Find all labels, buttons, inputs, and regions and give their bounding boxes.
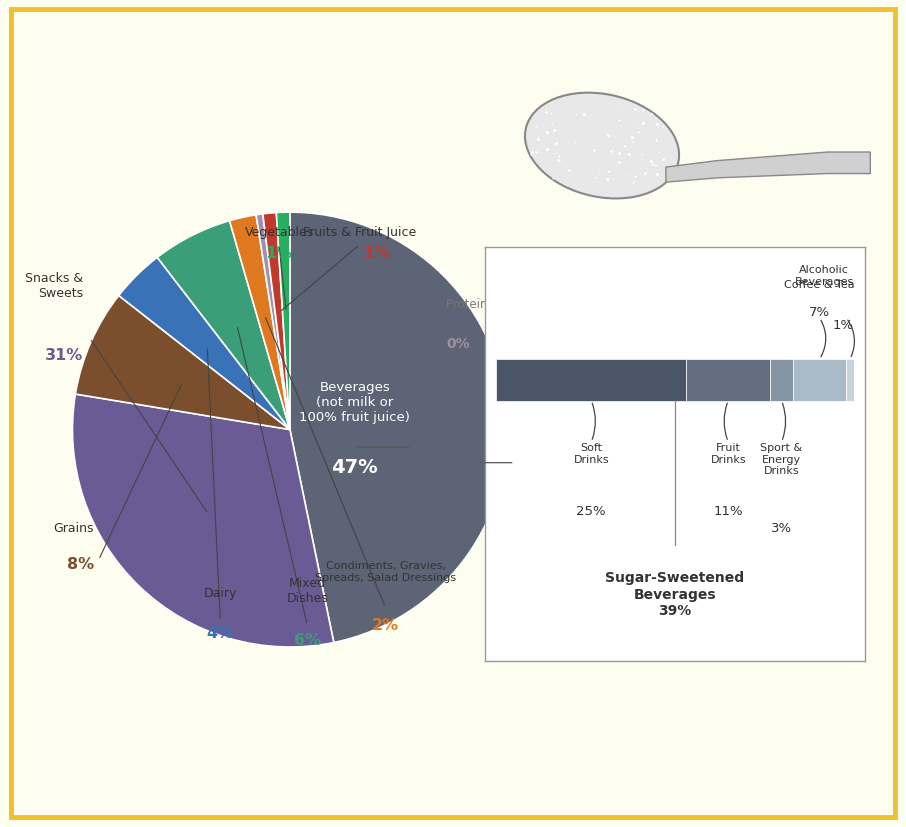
Wedge shape [263,213,290,430]
Polygon shape [666,153,871,183]
Text: Alcoholic
Beverages: Alcoholic Beverages [795,265,853,286]
Text: 2%: 2% [372,617,400,632]
Bar [846,360,853,401]
Text: 7%: 7% [809,305,830,318]
Text: 11%: 11% [713,504,743,518]
Text: Dairy: Dairy [204,586,237,600]
Text: 47%: 47% [332,457,378,476]
Text: 4%: 4% [207,625,234,640]
Wedge shape [256,214,290,430]
Text: 1%: 1% [833,318,853,332]
Wedge shape [119,258,290,430]
Bar [793,360,846,401]
Text: Fruits & Fruit Juice: Fruits & Fruit Juice [303,226,416,239]
Text: 1%: 1% [363,246,390,261]
Text: Grains: Grains [53,521,94,534]
Text: Protein Foods: Protein Foods [447,298,525,311]
Text: Snacks &
Sweets: Snacks & Sweets [25,272,83,299]
Text: Sugar-Sweetened
Beverages
39%: Sugar-Sweetened Beverages 39% [605,571,745,617]
Text: Coffee & Tea: Coffee & Tea [785,280,855,289]
Wedge shape [158,222,290,430]
Text: 6%: 6% [294,632,321,647]
Text: Sport &
Energy
Drinks: Sport & Energy Drinks [760,442,803,476]
Wedge shape [75,296,290,430]
Text: Condiments, Gravies,
Spreads, Salad Dressings: Condiments, Gravies, Spreads, Salad Dres… [315,561,456,582]
Text: Mixed
Dishes: Mixed Dishes [286,576,328,604]
Text: 25%: 25% [576,504,606,518]
Text: Fruit
Drinks: Fruit Drinks [710,442,746,464]
Text: Soft
Drinks: Soft Drinks [573,442,609,464]
Text: 0%: 0% [447,337,470,351]
Bar [770,360,793,401]
Text: 8%: 8% [67,556,94,571]
Text: 3%: 3% [771,521,792,534]
Text: 1%: 1% [265,246,293,261]
Wedge shape [72,394,333,648]
Ellipse shape [525,93,680,199]
Wedge shape [290,213,507,643]
Wedge shape [229,216,290,430]
Text: Vegetables: Vegetables [245,226,313,239]
Wedge shape [276,213,290,430]
Bar [496,360,687,401]
Text: 31%: 31% [45,347,83,362]
Bar [687,360,770,401]
Text: Beverages
(not milk or
100% fruit juice): Beverages (not milk or 100% fruit juice) [299,380,410,423]
